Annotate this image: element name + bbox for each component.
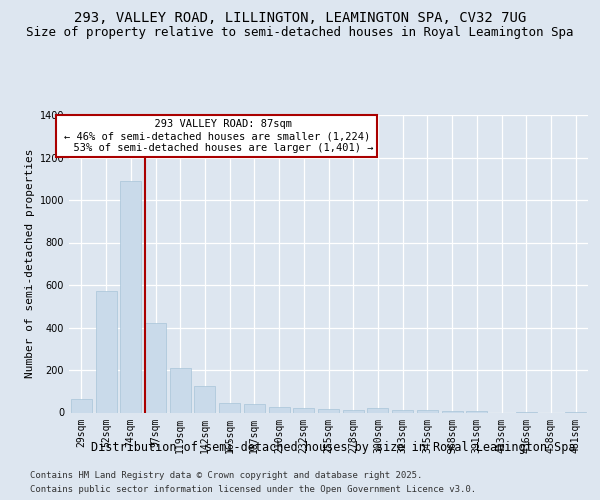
Bar bbox=[244, 404, 265, 412]
Bar bbox=[95, 292, 116, 412]
Text: 293 VALLEY ROAD: 87sqm
← 46% of semi-detached houses are smaller (1,224)
  53% o: 293 VALLEY ROAD: 87sqm ← 46% of semi-det… bbox=[61, 120, 373, 152]
Bar bbox=[170, 368, 191, 412]
Y-axis label: Number of semi-detached properties: Number of semi-detached properties bbox=[25, 149, 35, 378]
Bar bbox=[318, 410, 339, 412]
Bar bbox=[219, 403, 240, 412]
Bar bbox=[367, 408, 388, 412]
Bar bbox=[269, 407, 290, 412]
Bar bbox=[194, 386, 215, 412]
Text: Size of property relative to semi-detached houses in Royal Leamington Spa: Size of property relative to semi-detach… bbox=[26, 26, 574, 39]
Text: Contains public sector information licensed under the Open Government Licence v3: Contains public sector information licen… bbox=[30, 486, 476, 494]
Bar bbox=[417, 410, 438, 412]
Text: 293, VALLEY ROAD, LILLINGTON, LEAMINGTON SPA, CV32 7UG: 293, VALLEY ROAD, LILLINGTON, LEAMINGTON… bbox=[74, 10, 526, 24]
Bar bbox=[343, 410, 364, 412]
Bar bbox=[392, 410, 413, 412]
Bar bbox=[71, 398, 92, 412]
Bar bbox=[120, 181, 141, 412]
Bar bbox=[145, 324, 166, 412]
Text: Distribution of semi-detached houses by size in Royal Leamington Spa: Distribution of semi-detached houses by … bbox=[91, 441, 575, 454]
Bar bbox=[293, 408, 314, 412]
Text: Contains HM Land Registry data © Crown copyright and database right 2025.: Contains HM Land Registry data © Crown c… bbox=[30, 472, 422, 480]
